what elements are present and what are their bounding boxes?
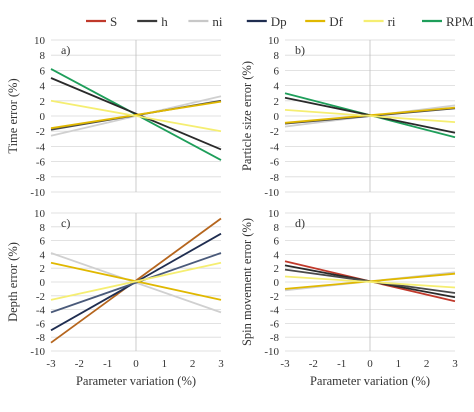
x-axis-title: Parameter variation (%) [76, 374, 196, 388]
y-tick-label: -8 [36, 172, 46, 184]
panel-b: -10 -8 -6 -4 -2 0 2 4 6 8 10 b) Particle size error … [240, 35, 456, 199]
series-line-t [50, 77, 222, 151]
x-tick-label: 0 [367, 358, 373, 370]
legend-label-df: Df [329, 14, 343, 29]
legend-label-ri: ri [388, 14, 396, 29]
x-tick-label: -3 [280, 358, 290, 370]
y-tick-label: 2 [40, 96, 46, 108]
y-tick-label: -8 [270, 172, 280, 184]
y-tick-label: 6 [274, 65, 280, 77]
x-tick-label: -1 [103, 358, 112, 370]
x-tick-label: 1 [162, 358, 168, 370]
y-tick-label: -4 [36, 141, 46, 153]
y-tick-label: -2 [36, 126, 45, 138]
x-tick-label: -2 [75, 358, 84, 370]
y-tick-label: -10 [30, 346, 45, 358]
y-tick-label: 8 [274, 222, 280, 234]
y-tick-label: -4 [270, 305, 280, 317]
y-tick-label: -8 [36, 332, 46, 344]
series-line-ri [50, 99, 222, 133]
y-tick-label: -6 [36, 157, 46, 169]
legend-item-ri: ri [363, 14, 396, 29]
y-tick-label: 0 [40, 111, 46, 123]
x-tick-label: -2 [309, 358, 318, 370]
legend-label-rpm: RPM [446, 14, 474, 29]
y-tick-label: 4 [40, 249, 46, 261]
y-axis-title: Time error (%) [6, 78, 20, 153]
y-axis-title: Depth error (%) [6, 242, 20, 322]
legend-label-h: h [161, 14, 168, 29]
legend-label-s: S [110, 14, 117, 29]
legend-item-df: Df [305, 14, 344, 29]
y-tick-label: 10 [268, 35, 280, 47]
y-tick-label: -10 [264, 346, 279, 358]
series-line-ri [50, 261, 222, 301]
y-tick-label: -6 [270, 318, 280, 330]
legend-label-ni: ni [212, 14, 223, 29]
y-tick-label: 6 [40, 236, 46, 248]
y-tick-label: 6 [274, 236, 280, 248]
legend-label-dp: Dp [271, 14, 287, 29]
legend-item-s: S [86, 14, 117, 29]
x-tick-label: 2 [424, 358, 430, 370]
x-tick-label: -1 [337, 358, 346, 370]
y-tick-label: 8 [40, 50, 46, 62]
y-tick-label: -10 [264, 187, 279, 199]
y-tick-label: -4 [270, 141, 280, 153]
y-tick-label: 4 [40, 81, 46, 93]
series-line-h [50, 252, 222, 314]
y-tick-label: 4 [274, 249, 280, 261]
series-line-ri [284, 109, 456, 123]
y-tick-label: -6 [36, 318, 46, 330]
legend: ShniDpDfriRPMT [86, 14, 474, 29]
panel-label: c) [61, 216, 70, 230]
y-tick-label: -2 [270, 126, 279, 138]
y-tick-label: -4 [36, 305, 46, 317]
x-tick-label: 1 [396, 358, 402, 370]
y-tick-label: 0 [274, 111, 280, 123]
panel-a: -10 -8 -6 -4 -2 0 2 4 6 8 10 a) Time error (%) [6, 35, 222, 199]
x-tick-label: -3 [46, 358, 56, 370]
x-axis-title: Parameter variation (%) [310, 374, 430, 388]
y-tick-label: 8 [274, 50, 280, 62]
y-tick-label: 10 [34, 35, 46, 47]
y-tick-label: 10 [34, 208, 46, 220]
legend-item-dp: Dp [246, 14, 287, 29]
x-tick-label: 3 [452, 358, 458, 370]
legend-item-ni: ni [188, 14, 223, 29]
y-axis-title: Particle size error (%) [240, 61, 254, 171]
y-tick-label: 8 [40, 222, 46, 234]
y-tick-label: -2 [36, 291, 45, 303]
y-tick-label: 2 [274, 96, 280, 108]
y-tick-label: 2 [40, 263, 46, 275]
y-tick-label: 0 [274, 277, 280, 289]
y-tick-label: -10 [30, 187, 45, 199]
y-tick-label: 6 [40, 65, 46, 77]
y-tick-label: 0 [40, 277, 46, 289]
y-tick-label: 4 [274, 81, 280, 93]
x-tick-label: 3 [218, 358, 224, 370]
panel-label: d) [295, 216, 305, 230]
legend-item-h: h [137, 14, 168, 29]
y-tick-label: 2 [274, 263, 280, 275]
y-tick-label: -2 [270, 291, 279, 303]
y-tick-label: -8 [270, 332, 280, 344]
series-line-ri [284, 275, 456, 289]
legend-item-rpm: RPM [422, 14, 474, 29]
panel-label: a) [61, 43, 70, 57]
series-line-df [50, 100, 222, 130]
y-tick-label: -6 [270, 157, 280, 169]
x-tick-label: 2 [190, 358, 196, 370]
y-axis-title: Spin movement error (%) [240, 218, 254, 346]
panel-label: b) [295, 43, 305, 57]
x-tick-label: 0 [133, 358, 139, 370]
y-tick-label: 10 [268, 208, 280, 220]
